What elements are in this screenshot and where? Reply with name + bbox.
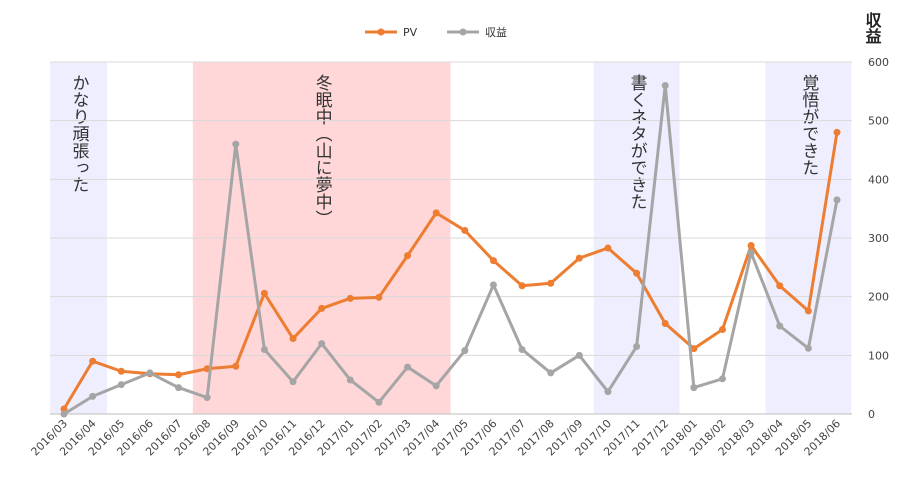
data-point	[60, 410, 68, 418]
data-point	[604, 388, 612, 396]
data-point	[661, 81, 669, 89]
annotation-label-2: 書くネタができた	[627, 74, 648, 210]
data-point	[604, 244, 612, 252]
data-point	[175, 384, 183, 392]
annotation-label-1: 冬眠中（山に夢中）	[312, 74, 333, 227]
y-right-tick-label: 400	[868, 173, 889, 186]
annotation-label-3: 覚悟ができた	[798, 74, 819, 176]
data-point	[117, 381, 125, 389]
gridlines	[50, 61, 852, 415]
data-point	[690, 384, 698, 392]
y-right-tick-label: 200	[868, 291, 889, 304]
data-point	[661, 319, 669, 327]
data-point	[489, 257, 497, 265]
data-point	[518, 282, 526, 290]
series-line-0	[62, 132, 839, 410]
data-point	[547, 279, 555, 287]
data-point	[432, 382, 440, 390]
data-point	[289, 378, 297, 386]
y-axis-right-title: 収益	[863, 12, 882, 44]
data-point	[575, 254, 583, 262]
data-point	[404, 252, 412, 260]
data-point	[489, 281, 497, 289]
data-point	[232, 362, 240, 370]
data-point	[89, 357, 97, 365]
data-point	[375, 293, 383, 301]
y-axis-right-ticks: 0 100 200 300 400 500 600	[868, 56, 889, 421]
data-point	[747, 249, 755, 257]
data-point	[461, 347, 469, 355]
data-point	[232, 140, 240, 148]
annotation-label-0: かなり頑張った	[68, 74, 89, 193]
y-right-tick-label: 0	[868, 408, 875, 421]
data-point	[776, 322, 784, 330]
data-point	[804, 307, 812, 315]
y-right-tick-label: 600	[868, 56, 889, 69]
data-point	[776, 282, 784, 290]
x-axis-ticks: 2016/032016/042016/052016/062016/072016/…	[29, 417, 844, 459]
data-point	[633, 343, 641, 351]
data-point	[718, 326, 726, 334]
y-axis-right-title-text: 収益	[863, 12, 882, 44]
series-line-1	[63, 83, 839, 416]
data-point	[747, 242, 755, 250]
data-point	[260, 345, 268, 353]
legend-label-1: 収益	[485, 25, 507, 39]
data-point	[833, 196, 841, 204]
legend-marker-0	[377, 28, 385, 36]
data-point	[175, 371, 183, 379]
data-point	[89, 392, 97, 400]
data-point	[547, 369, 555, 377]
legend: PV 収益	[365, 25, 507, 39]
data-point	[690, 345, 698, 353]
legend-label-0: PV	[403, 26, 418, 39]
data-point	[60, 405, 68, 413]
data-point	[375, 398, 383, 406]
data-point	[633, 269, 641, 277]
data-point	[318, 304, 326, 312]
data-point	[461, 226, 469, 234]
data-point	[346, 376, 354, 384]
data-point	[346, 294, 354, 302]
y-right-tick-label: 300	[868, 232, 889, 245]
data-point	[289, 335, 297, 343]
y-right-tick-label: 100	[868, 349, 889, 362]
y-right-tick-label: 500	[868, 115, 889, 128]
data-point	[575, 351, 583, 359]
data-point	[117, 367, 125, 375]
data-point	[318, 340, 326, 348]
data-point	[203, 394, 211, 402]
data-point	[404, 363, 412, 371]
legend-marker-1	[459, 28, 467, 36]
data-point	[518, 345, 526, 353]
data-point	[718, 375, 726, 383]
data-point	[833, 128, 841, 136]
data-point	[146, 369, 154, 377]
series-lines	[60, 81, 841, 418]
data-point	[260, 289, 268, 297]
data-point	[432, 209, 440, 217]
data-point	[804, 344, 812, 352]
